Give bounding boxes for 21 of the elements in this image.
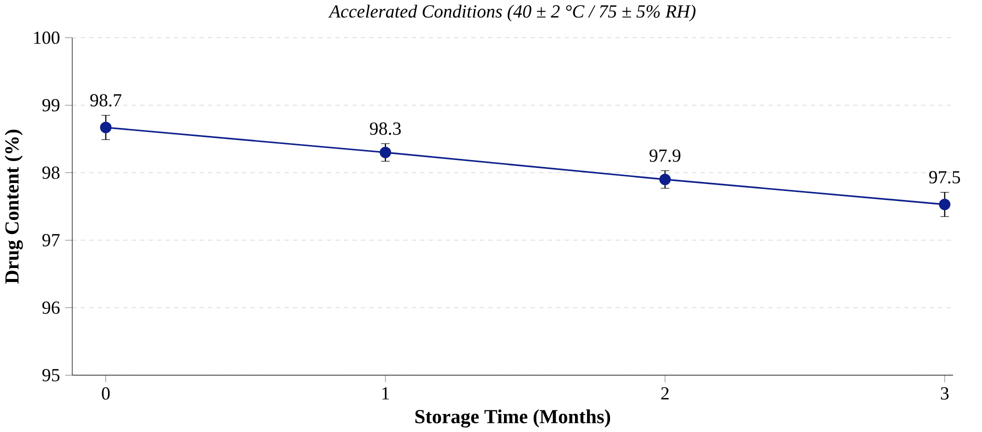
data-label: 97.9 [650, 149, 680, 162]
y-axis-title: Drug Content (%) [4, 130, 23, 284]
y-tick-label: 98 [42, 166, 60, 179]
y-tick-label: 96 [42, 301, 60, 314]
x-tick-label: 2 [661, 387, 669, 400]
y-tick-label: 95 [42, 368, 60, 382]
chart-title: Accelerated Conditions (40 ± 2 °C / 75 ± 5% RH) [328, 4, 696, 22]
data-label: 98.7 [90, 94, 122, 106]
data-label: 98.3 [370, 122, 401, 135]
y-tick-label: 99 [42, 98, 60, 112]
x-tick-label: 1 [382, 387, 389, 400]
x-tick-label: 3 [940, 387, 949, 400]
y-tick-label: 100 [34, 31, 60, 44]
point [100, 122, 112, 134]
point [659, 174, 671, 186]
y-tick-label: 97 [42, 234, 60, 246]
point [380, 146, 392, 158]
data-label: 97.5 [929, 170, 960, 184]
point [938, 198, 950, 210]
x-tick-label: 0 [102, 387, 110, 400]
x-axis-title: Storage Time (Months) [415, 409, 610, 428]
